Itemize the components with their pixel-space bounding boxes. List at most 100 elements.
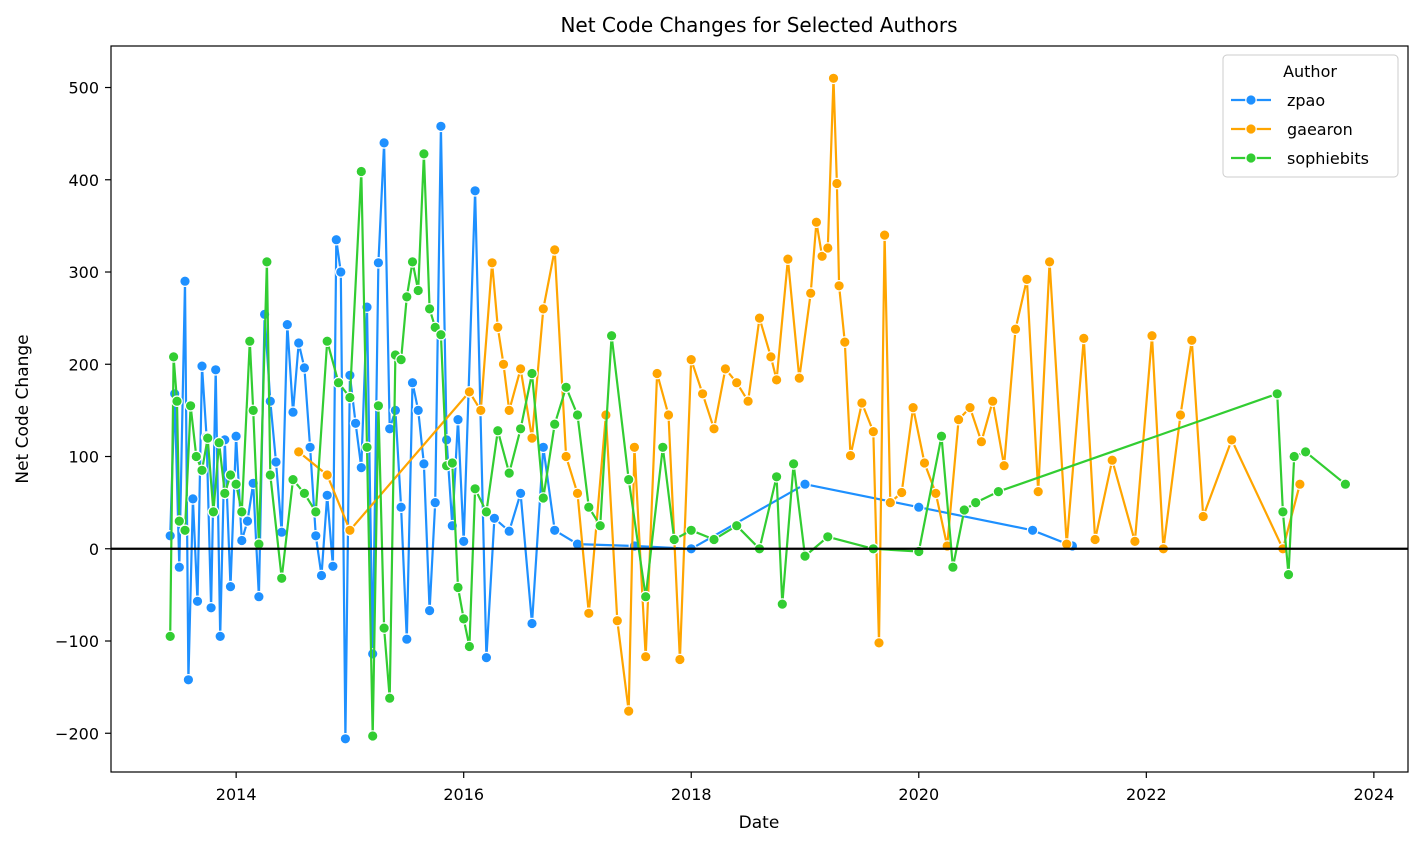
data-point (247, 404, 259, 417)
data-point (1021, 273, 1033, 286)
data-point (344, 391, 356, 404)
legend-title: Author (1283, 62, 1337, 81)
data-point (958, 504, 971, 516)
data-point (463, 640, 476, 653)
y-tick-label: −100 (55, 632, 99, 651)
data-point (1146, 329, 1158, 342)
data-point (330, 233, 343, 246)
data-point (895, 486, 908, 499)
data-point (685, 353, 697, 366)
data-point (452, 581, 464, 594)
data-point (236, 534, 248, 547)
data-point (526, 617, 538, 630)
data-point (685, 524, 697, 537)
data-point (264, 395, 277, 407)
data-point (224, 580, 237, 593)
data-point (730, 519, 743, 532)
data-point (708, 422, 720, 435)
data-point (480, 506, 493, 518)
data-point (571, 487, 584, 500)
data-point (708, 533, 720, 546)
data-point (1129, 535, 1141, 548)
data-point (196, 464, 208, 477)
data-point (491, 321, 504, 334)
data-point (366, 730, 379, 742)
data-point (765, 351, 777, 363)
data-point (582, 607, 595, 620)
data-point (463, 386, 476, 398)
data-point (412, 404, 424, 417)
legend-label: zpao (1287, 91, 1325, 110)
data-point (378, 622, 390, 634)
data-point (639, 590, 652, 603)
data-point (429, 496, 441, 509)
data-point (366, 648, 379, 660)
data-point (753, 312, 766, 324)
chart-title: Net Code Changes for Selected Authors (560, 13, 957, 37)
data-point (856, 397, 868, 409)
data-point (378, 137, 390, 149)
data-point (827, 72, 840, 85)
x-tick-label: 2024 (1354, 785, 1395, 804)
y-tick-label: 400 (68, 171, 99, 190)
data-point (182, 673, 195, 686)
data-point (167, 351, 180, 363)
data-point (662, 409, 675, 421)
data-point (230, 478, 242, 490)
data-point (537, 303, 550, 315)
data-point (560, 381, 572, 394)
plot-area (111, 72, 1408, 745)
x-tick-label: 2014 (216, 785, 257, 804)
data-point (164, 630, 176, 643)
y-tick-label: 0 (89, 540, 99, 559)
data-point (782, 253, 794, 265)
data-point (594, 519, 606, 532)
data-point (339, 732, 352, 745)
data-point (486, 256, 498, 269)
data-point (992, 485, 1005, 498)
data-point (622, 473, 635, 486)
data-point (355, 165, 368, 178)
data-point (469, 482, 481, 495)
legend-marker (1245, 123, 1257, 135)
data-point (412, 284, 424, 297)
data-point (309, 529, 322, 542)
data-point (488, 512, 501, 525)
y-tick-label: 300 (68, 263, 99, 282)
data-point (395, 353, 407, 366)
data-point (187, 493, 199, 505)
data-point (315, 569, 328, 582)
y-axis: −200 −100 0 100 200 300 400 500 (55, 79, 111, 743)
data-point (241, 515, 254, 527)
legend-box (1222, 54, 1399, 178)
data-point (1174, 409, 1187, 421)
data-point (244, 335, 256, 347)
data-point (287, 406, 299, 418)
data-point (327, 560, 339, 573)
legend: Author zpao gaearon sophiebits (1222, 54, 1399, 178)
series-sophiebits (164, 148, 1352, 742)
data-point (400, 633, 413, 645)
data-point (526, 367, 538, 380)
data-point (191, 595, 204, 608)
data-point (514, 363, 527, 375)
data-point (831, 177, 843, 190)
data-point (952, 413, 965, 426)
data-point (833, 279, 845, 292)
data-point (219, 487, 231, 500)
data-point (446, 457, 459, 469)
x-tick-label: 2016 (443, 785, 484, 804)
series-line-gaearon (298, 77, 1301, 713)
data-point (275, 572, 288, 585)
data-point (205, 601, 217, 614)
data-point (173, 515, 186, 527)
data-point (355, 461, 368, 474)
data-point (668, 533, 680, 546)
data-point (611, 614, 624, 627)
data-point (503, 404, 515, 417)
data-point (986, 395, 999, 407)
data-point (304, 441, 316, 454)
data-point (270, 456, 282, 468)
data-point (656, 441, 669, 454)
